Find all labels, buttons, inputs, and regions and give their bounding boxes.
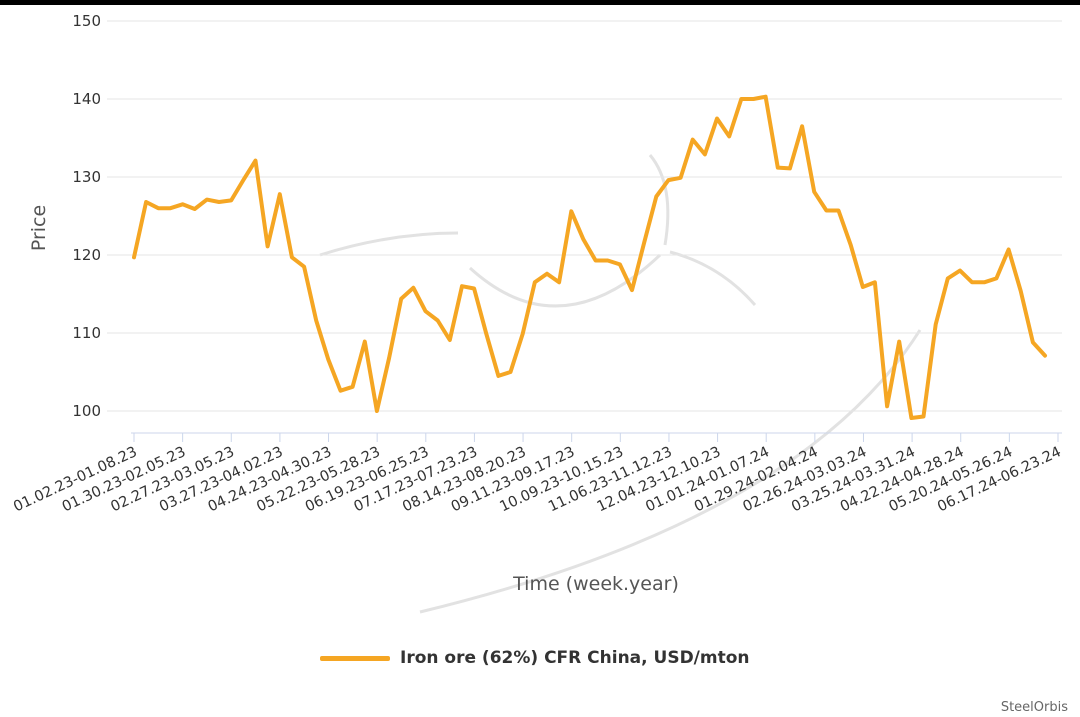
data-point[interactable] (957, 268, 963, 274)
data-point[interactable] (155, 205, 161, 211)
data-point[interactable] (605, 257, 611, 263)
data-point[interactable] (969, 279, 975, 285)
legend-swatch (320, 655, 390, 661)
data-point[interactable] (337, 388, 343, 394)
data-point[interactable] (921, 413, 927, 419)
y-tick-label: 110 (72, 324, 101, 342)
data-point[interactable] (143, 199, 149, 205)
data-point[interactable] (726, 133, 732, 139)
data-point[interactable] (1018, 288, 1024, 294)
data-point[interactable] (167, 205, 173, 211)
data-point[interactable] (192, 206, 198, 212)
data-point[interactable] (665, 177, 671, 183)
top-border (0, 0, 1080, 5)
data-point[interactable] (763, 94, 769, 100)
data-point[interactable] (532, 279, 538, 285)
data-point[interactable] (131, 254, 137, 260)
data-point[interactable] (884, 403, 890, 409)
data-point[interactable] (690, 137, 696, 143)
data-point[interactable] (738, 96, 744, 102)
y-tick-label: 130 (72, 168, 101, 186)
data-point[interactable] (641, 240, 647, 246)
data-point[interactable] (447, 337, 453, 343)
data-point[interactable] (993, 275, 999, 281)
data-point[interactable] (459, 283, 465, 289)
data-point[interactable] (228, 197, 234, 203)
data-point[interactable] (520, 331, 526, 337)
data-point[interactable] (508, 369, 514, 375)
data-point[interactable] (313, 318, 319, 324)
data-point[interactable] (435, 318, 441, 324)
y-tick-label: 120 (72, 246, 101, 264)
data-point[interactable] (265, 243, 271, 249)
data-point[interactable] (325, 357, 331, 363)
y-axis-title: Price (28, 205, 50, 251)
data-point[interactable] (1006, 247, 1012, 253)
data-point[interactable] (301, 264, 307, 270)
data-point[interactable] (981, 279, 987, 285)
data-point[interactable] (568, 208, 574, 214)
data-point[interactable] (799, 123, 805, 129)
data-point[interactable] (848, 242, 854, 248)
data-point[interactable] (483, 331, 489, 337)
watermark-swoosh (319, 154, 922, 614)
data-point[interactable] (289, 254, 295, 260)
data-point[interactable] (277, 191, 283, 197)
credit-label[interactable]: SteelOrbis (1000, 700, 1068, 715)
y-tick-label: 150 (72, 12, 101, 30)
data-point[interactable] (617, 261, 623, 267)
data-point[interactable] (180, 201, 186, 207)
data-point[interactable] (593, 257, 599, 263)
data-point[interactable] (423, 308, 429, 314)
data-point[interactable] (1030, 339, 1036, 345)
data-point[interactable] (836, 208, 842, 214)
data-point[interactable] (629, 287, 635, 293)
data-point[interactable] (811, 189, 817, 195)
data-point[interactable] (908, 415, 914, 421)
y-tick-label: 140 (72, 90, 101, 108)
data-point[interactable] (823, 208, 829, 214)
data-point[interactable] (556, 279, 562, 285)
data-point[interactable] (240, 177, 246, 183)
data-point[interactable] (714, 116, 720, 122)
data-point[interactable] (495, 373, 501, 379)
data-point[interactable] (1042, 353, 1048, 359)
data-point[interactable] (398, 296, 404, 302)
legend[interactable]: Iron ore (62%) CFR China, USD/mton (320, 648, 750, 668)
data-point[interactable] (580, 236, 586, 242)
data-point[interactable] (216, 199, 222, 205)
data-point[interactable] (787, 165, 793, 171)
data-point[interactable] (750, 96, 756, 102)
data-point[interactable] (350, 384, 356, 390)
data-point[interactable] (933, 321, 939, 327)
data-point[interactable] (374, 408, 380, 414)
y-tick-label: 100 (72, 402, 101, 420)
data-point[interactable] (896, 339, 902, 345)
data-point[interactable] (544, 271, 550, 277)
data-point[interactable] (252, 158, 258, 164)
data-point[interactable] (945, 275, 951, 281)
data-point[interactable] (386, 355, 392, 361)
data-point[interactable] (471, 286, 477, 292)
data-point[interactable] (860, 284, 866, 290)
data-point[interactable] (410, 285, 416, 291)
data-point[interactable] (678, 175, 684, 181)
data-point[interactable] (872, 279, 878, 285)
data-point[interactable] (653, 194, 659, 200)
data-point[interactable] (702, 151, 708, 157)
series-line-iron-ore[interactable] (132, 94, 1047, 420)
data-point[interactable] (775, 165, 781, 171)
data-point[interactable] (204, 197, 210, 203)
legend-label: Iron ore (62%) CFR China, USD/mton (400, 648, 750, 668)
x-axis-title: Time (week.year) (512, 573, 679, 595)
data-point[interactable] (362, 339, 368, 345)
